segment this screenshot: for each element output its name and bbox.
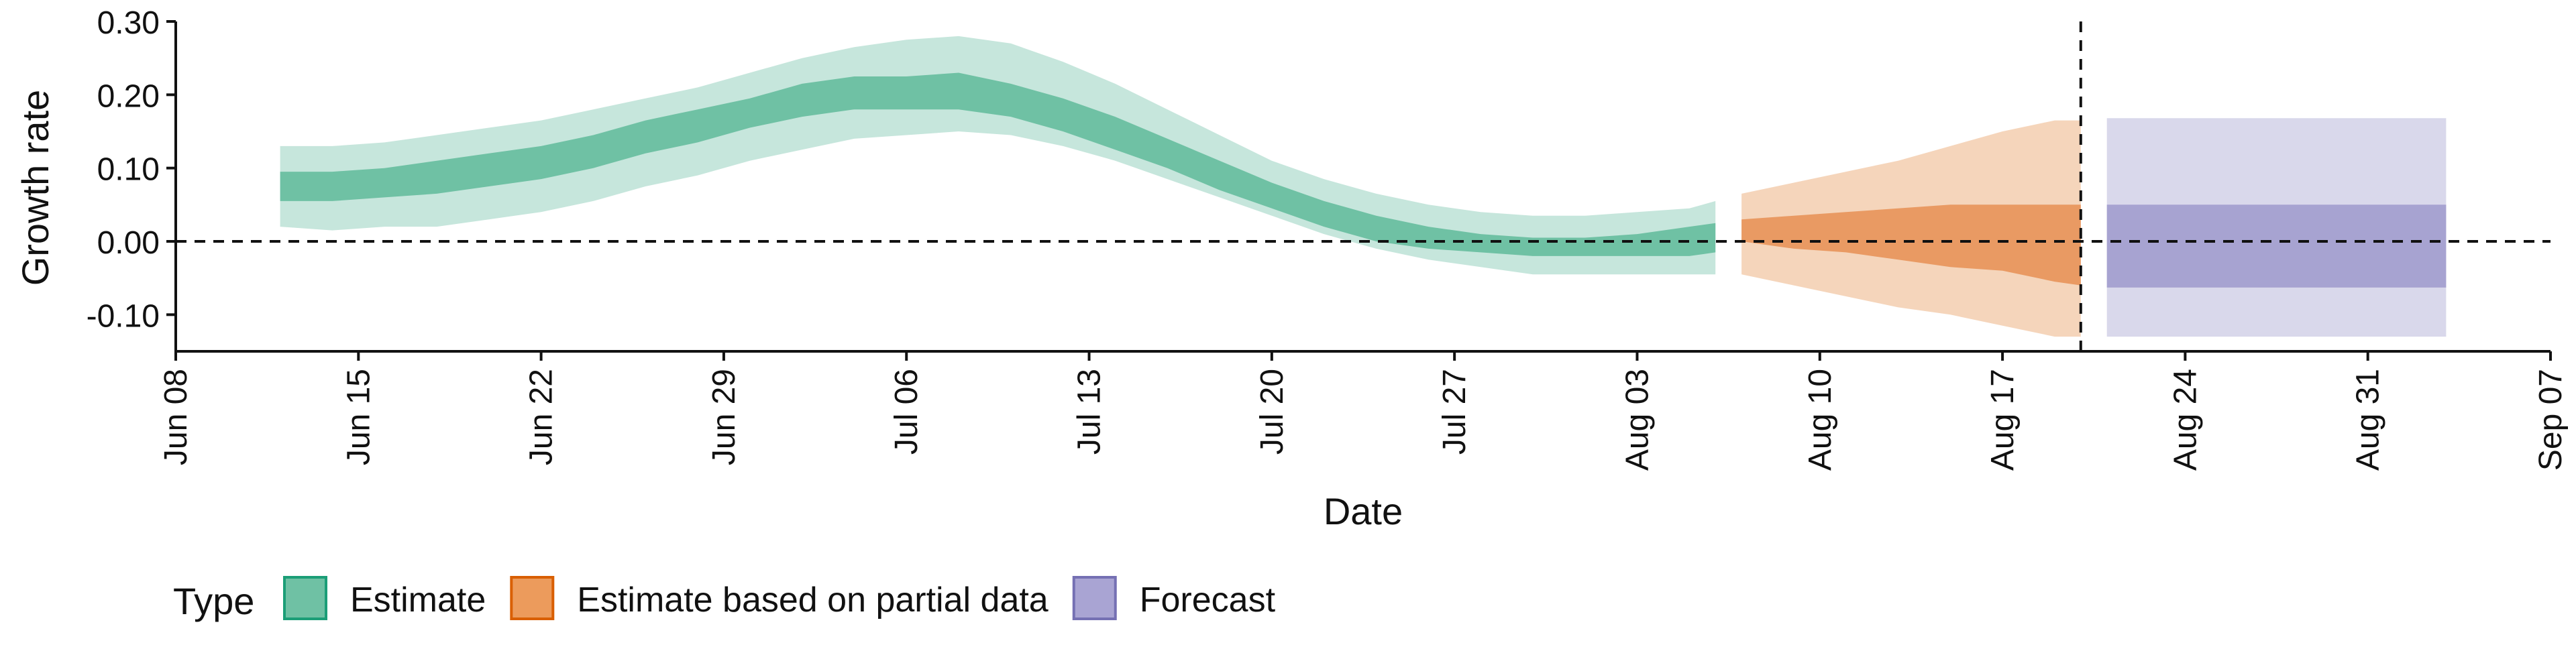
y-tick-label: 0.00	[97, 225, 160, 261]
x-axis-ticks: Jun 08 Jun 15 Jun 22 Jun 29 Jul 06 Jul 13 Jul …	[158, 351, 2569, 471]
x-tick-label: Jul 13	[1072, 369, 1108, 455]
y-tick-label: -0.10	[87, 298, 160, 334]
x-tick-label: Jul 06	[889, 369, 924, 455]
y-tick-label: 0.10	[97, 152, 160, 188]
legend-label-forecast: Forecast	[1140, 581, 1276, 620]
x-tick-label: Aug 31	[2351, 369, 2386, 471]
estimate-inner-band	[280, 72, 1716, 256]
x-tick-label: Aug 17	[1985, 369, 2021, 471]
y-axis-ticks: -0.10 0.00 0.10 0.20 0.30	[87, 5, 176, 334]
x-tick-label: Jul 20	[1254, 369, 1290, 455]
y-axis-title: Growth rate	[14, 90, 56, 286]
axes: -0.10 0.00 0.10 0.20 0.30 Jun 08 Jun 15 Jun 22…	[14, 5, 2569, 532]
x-tick-label: Jun 29	[706, 369, 742, 465]
forecast-inner-band	[2106, 204, 2447, 288]
legend-label-estimate: Estimate	[350, 581, 486, 620]
legend: Type Estimate Estimate based on partial d…	[173, 576, 1276, 622]
y-tick-label: 0.30	[97, 5, 160, 41]
x-tick-label: Aug 24	[2167, 369, 2203, 471]
x-tick-label: Jun 22	[524, 369, 559, 465]
x-tick-label: Sep 07	[2533, 369, 2569, 471]
y-tick-label: 0.20	[97, 78, 160, 114]
reference-lines	[176, 21, 2551, 351]
legend-key-estimate-based-on-partial-data	[510, 576, 555, 620]
legend-title: Type	[173, 580, 254, 622]
estimate-based-on-partial-data-inner-band	[1741, 204, 2081, 286]
x-tick-label: Aug 03	[1619, 369, 1655, 471]
data-bands	[280, 36, 2447, 337]
x-axis-title: Date	[1324, 490, 1403, 532]
legend-label-estimate-based-on-partial-data: Estimate based on partial data	[577, 581, 1049, 620]
x-tick-label: Jun 15	[341, 369, 376, 465]
legend-key-forecast	[1072, 576, 1117, 620]
x-tick-label: Jun 08	[158, 369, 194, 465]
x-tick-label: Jul 27	[1437, 369, 1472, 455]
x-tick-label: Aug 10	[1803, 369, 1838, 471]
legend-key-estimate	[283, 576, 327, 620]
